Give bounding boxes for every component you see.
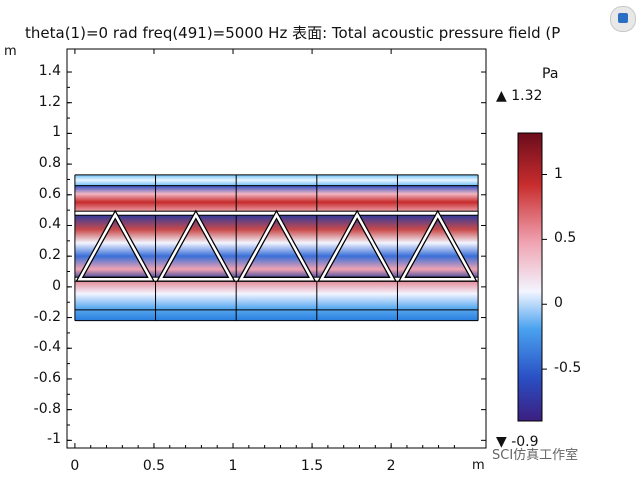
truss-triangle (158, 212, 234, 281)
colorbar-unit: Pa (542, 66, 559, 82)
y-tick-label: 1.2 (38, 93, 61, 110)
y-tick-label: -0.4 (33, 339, 61, 356)
axes-frame (66, 48, 487, 449)
watermark-text: SCI仿真工作室 (492, 448, 579, 463)
truss-triangle (238, 212, 315, 281)
y-tick-label: -0.8 (33, 400, 61, 417)
x-tick-label: 0.5 (142, 458, 166, 474)
y-tick-label: 0.6 (38, 185, 61, 202)
y-tick-label: 0.4 (38, 216, 61, 233)
y-tick-label: -0.6 (33, 369, 61, 386)
colorbar-tick-label: 0.5 (554, 230, 577, 247)
x-tick-label: 0 (70, 458, 80, 474)
y-tick-label: 0.2 (38, 247, 61, 264)
colorbar-tick-label: 1 (554, 165, 563, 182)
truss-triangle (319, 212, 395, 281)
field-band (74, 185, 479, 214)
y-tick-label: 0 (52, 277, 61, 294)
colorbar-min-label: ▼ -0.9 (496, 434, 539, 450)
truss-triangle (400, 212, 476, 281)
y-tick-label: 0.8 (38, 155, 61, 172)
x-tick-label: 1.5 (300, 458, 324, 474)
y-axis-unit: m (4, 44, 17, 59)
x-tick-label: 2 (386, 458, 396, 474)
x-axis-unit: m (472, 458, 485, 473)
y-tick-label: 1.4 (38, 63, 61, 80)
plot-title: theta(1)=0 rad freq(491)=5000 Hz 表面: Tot… (25, 24, 561, 42)
x-tick-label: 1 (228, 458, 238, 474)
colorbar-tick-label: -0.5 (554, 360, 582, 377)
field-band (74, 279, 479, 321)
field-band (74, 174, 479, 186)
y-tick-label: 1 (52, 124, 61, 141)
app-badge-icon[interactable] (610, 6, 636, 32)
y-tick-label: -0.2 (33, 308, 61, 325)
truss-triangle (77, 212, 153, 281)
y-tick-label: -1 (47, 431, 61, 448)
colorbar (517, 132, 543, 422)
colorbar-tick-label: 0 (554, 295, 563, 312)
colorbar-max-label: ▲ 1.32 (496, 88, 543, 104)
